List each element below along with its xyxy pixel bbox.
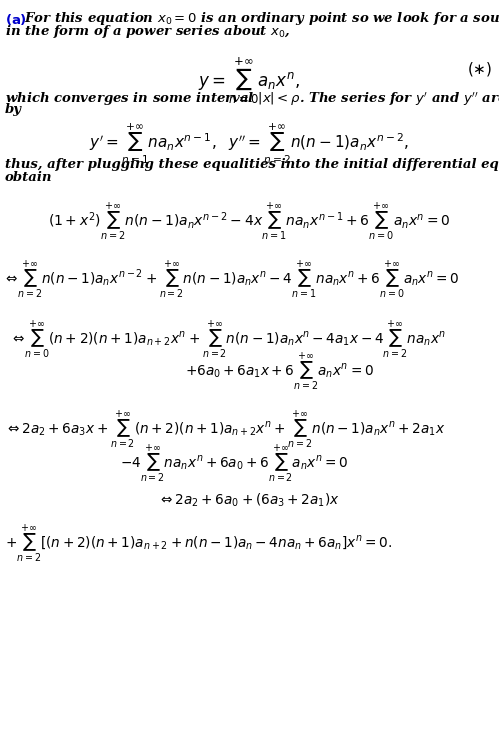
Text: $\bf{(a)}$: $\bf{(a)}$ (5, 12, 27, 27)
Text: $(\ast)$: $(\ast)$ (468, 60, 493, 78)
Text: For this equation $x_0=0$ is an ordinary point so we look for a soultion: For this equation $x_0=0$ is an ordinary… (24, 10, 499, 27)
Text: $\Leftrightarrow 2a_2+6a_3x+\sum_{n=2}^{+\infty}(n+2)(n+1)a_{n+2}x^{n}+\sum_{n=2: $\Leftrightarrow 2a_2+6a_3x+\sum_{n=2}^{… (5, 408, 445, 450)
Text: $+6a_0+6a_1x+6\sum_{n=2}^{+\infty}a_nx^n=0$: $+6a_0+6a_1x+6\sum_{n=2}^{+\infty}a_nx^n… (185, 350, 374, 392)
Text: by: by (5, 103, 22, 116)
Text: thus, after plugging these equalities into the initial differential equation, we: thus, after plugging these equalities in… (5, 158, 499, 171)
Text: obtain: obtain (5, 171, 52, 184)
Text: $+\sum_{n=2}^{+\infty}[(n+2)(n+1)a_{n+2}+n(n-1)a_n-4na_n+6a_n]x^n=0.$: $+\sum_{n=2}^{+\infty}[(n+2)(n+1)a_{n+2}… (5, 522, 392, 564)
Text: in the form of a power series about $x_0$,: in the form of a power series about $x_0… (5, 23, 290, 40)
Text: $\Leftrightarrow 2a_2+6a_0+(6a_3+2a_1)x$: $\Leftrightarrow 2a_2+6a_0+(6a_3+2a_1)x$ (158, 492, 340, 510)
Text: $y=\sum_{n=0}^{+\infty}a_n x^n,$: $y=\sum_{n=0}^{+\infty}a_n x^n,$ (198, 55, 300, 106)
Text: $(1+x^2)\sum_{n=2}^{+\infty}n(n-1)a_nx^{n-2}-4x\sum_{n=1}^{+\infty}na_nx^{n-1}+6: $(1+x^2)\sum_{n=2}^{+\infty}n(n-1)a_nx^{… (48, 200, 450, 242)
Text: $\Leftrightarrow\!\sum_{n=0}^{+\infty}(n+2)(n+1)a_{n+2}x^{n}+\sum_{n=2}^{+\infty: $\Leftrightarrow\!\sum_{n=0}^{+\infty}(n… (10, 318, 446, 360)
Text: $\Leftrightarrow\!\sum_{n=2}^{+\infty}n(n-1)a_nx^{n-2}+\sum_{n=2}^{+\infty}n(n-1: $\Leftrightarrow\!\sum_{n=2}^{+\infty}n(… (3, 258, 460, 300)
Text: which converges in some interval $|x|<\rho$. The series for $y^\prime$ and $y^{\: which converges in some interval $|x|<\r… (5, 90, 499, 107)
Text: $y^\prime=\sum_{n=1}^{+\infty}na_nx^{n-1},\ \ y^{\prime\prime}=\sum_{n=2}^{+\inf: $y^\prime=\sum_{n=1}^{+\infty}na_nx^{n-1… (89, 122, 409, 166)
Text: $-4\sum_{n=2}^{+\infty}na_nx^{n}+6a_0+6\sum_{n=2}^{+\infty}a_nx^n=0$: $-4\sum_{n=2}^{+\infty}na_nx^{n}+6a_0+6\… (120, 442, 348, 484)
